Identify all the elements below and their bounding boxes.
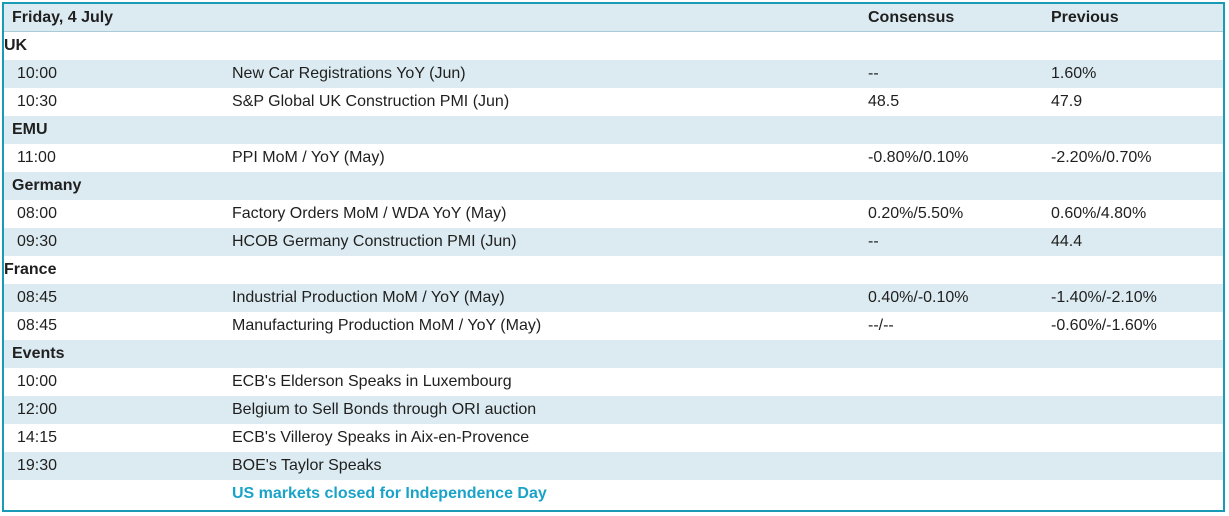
row-consensus: 48.5 xyxy=(868,93,900,110)
row-consensus: -- xyxy=(868,233,879,250)
table-row: 08:45 Industrial Production MoM / YoY (M… xyxy=(4,284,1223,312)
table-row: 09:30 HCOB Germany Construction PMI (Jun… xyxy=(4,228,1223,256)
row-event: Manufacturing Production MoM / YoY (May) xyxy=(232,317,542,334)
row-previous: 0.60%/4.80% xyxy=(1051,205,1147,222)
row-previous: -2.20%/0.70% xyxy=(1051,149,1152,166)
row-event: Factory Orders MoM / WDA YoY (May) xyxy=(232,205,507,222)
row-previous: 47.9 xyxy=(1051,93,1083,110)
table-row: 10:00 New Car Registrations YoY (Jun) --… xyxy=(4,60,1223,88)
holiday-note: US markets closed for Independence Day xyxy=(232,485,547,502)
header-date: Friday, 4 July xyxy=(12,8,114,26)
row-time: 11:00 xyxy=(17,149,56,166)
row-time: 14:15 xyxy=(17,429,58,446)
row-consensus: -- xyxy=(868,65,879,82)
table-row: 11:00 PPI MoM / YoY (May) -0.80%/0.10% -… xyxy=(4,144,1223,172)
row-previous: 1.60% xyxy=(1051,65,1097,82)
row-time: 08:45 xyxy=(17,289,58,306)
row-event: Industrial Production MoM / YoY (May) xyxy=(232,289,505,306)
row-event: PPI MoM / YoY (May) xyxy=(232,149,385,166)
header-previous: Previous xyxy=(1051,8,1119,26)
row-event: BOE's Taylor Speaks xyxy=(232,457,382,474)
group-name: EMU xyxy=(12,121,48,138)
row-time: 09:30 xyxy=(17,233,58,250)
row-event: Belgium to Sell Bonds through ORI auctio… xyxy=(232,401,537,418)
group-name: Germany xyxy=(12,177,82,194)
table-row: 19:30 BOE's Taylor Speaks xyxy=(4,452,1223,480)
table-row: 10:30 S&P Global UK Construction PMI (Ju… xyxy=(4,88,1223,116)
group-name: UK xyxy=(4,37,28,54)
group-header-events: Events xyxy=(4,340,1223,368)
row-time: 08:45 xyxy=(17,317,58,334)
row-time: 12:00 xyxy=(17,401,58,418)
row-event: ECB's Villeroy Speaks in Aix-en-Provence xyxy=(232,429,530,446)
table-row: 08:00 Factory Orders MoM / WDA YoY (May)… xyxy=(4,200,1223,228)
row-event: New Car Registrations YoY (Jun) xyxy=(232,65,466,82)
table-row: 10:00 ECB's Elderson Speaks in Luxembour… xyxy=(4,368,1223,396)
row-time: 19:30 xyxy=(17,457,58,474)
row-previous: -0.60%/-1.60% xyxy=(1051,317,1157,334)
row-event: ECB's Elderson Speaks in Luxembourg xyxy=(232,373,512,390)
group-header-uk: UK xyxy=(4,32,1223,60)
header-consensus: Consensus xyxy=(868,8,955,26)
group-header-france: France xyxy=(4,256,1223,284)
table-row: 14:15 ECB's Villeroy Speaks in Aix-en-Pr… xyxy=(4,424,1223,452)
table-row: 08:45 Manufacturing Production MoM / YoY… xyxy=(4,312,1223,340)
row-consensus: 0.20%/5.50% xyxy=(868,205,964,222)
row-time: 10:00 xyxy=(17,373,58,390)
row-consensus: 0.40%/-0.10% xyxy=(868,289,969,306)
row-consensus: -0.80%/0.10% xyxy=(868,149,969,166)
row-time: 10:00 xyxy=(17,65,58,82)
group-name: France xyxy=(4,261,57,278)
row-consensus: --/-- xyxy=(868,317,894,334)
row-time: 08:00 xyxy=(17,205,58,222)
footer-note-row: US markets closed for Independence Day xyxy=(4,480,1223,508)
row-previous: -1.40%/-2.10% xyxy=(1051,289,1157,306)
table-row: 12:00 Belgium to Sell Bonds through ORI … xyxy=(4,396,1223,424)
table-header: Friday, 4 July Consensus Previous xyxy=(4,4,1223,32)
row-time: 10:30 xyxy=(17,93,58,110)
group-header-emu: EMU xyxy=(4,116,1223,144)
row-previous: 44.4 xyxy=(1051,233,1083,250)
row-event: HCOB Germany Construction PMI (Jun) xyxy=(232,233,517,250)
group-name: Events xyxy=(12,345,65,362)
group-header-germany: Germany xyxy=(4,172,1223,200)
row-event: S&P Global UK Construction PMI (Jun) xyxy=(232,93,510,110)
